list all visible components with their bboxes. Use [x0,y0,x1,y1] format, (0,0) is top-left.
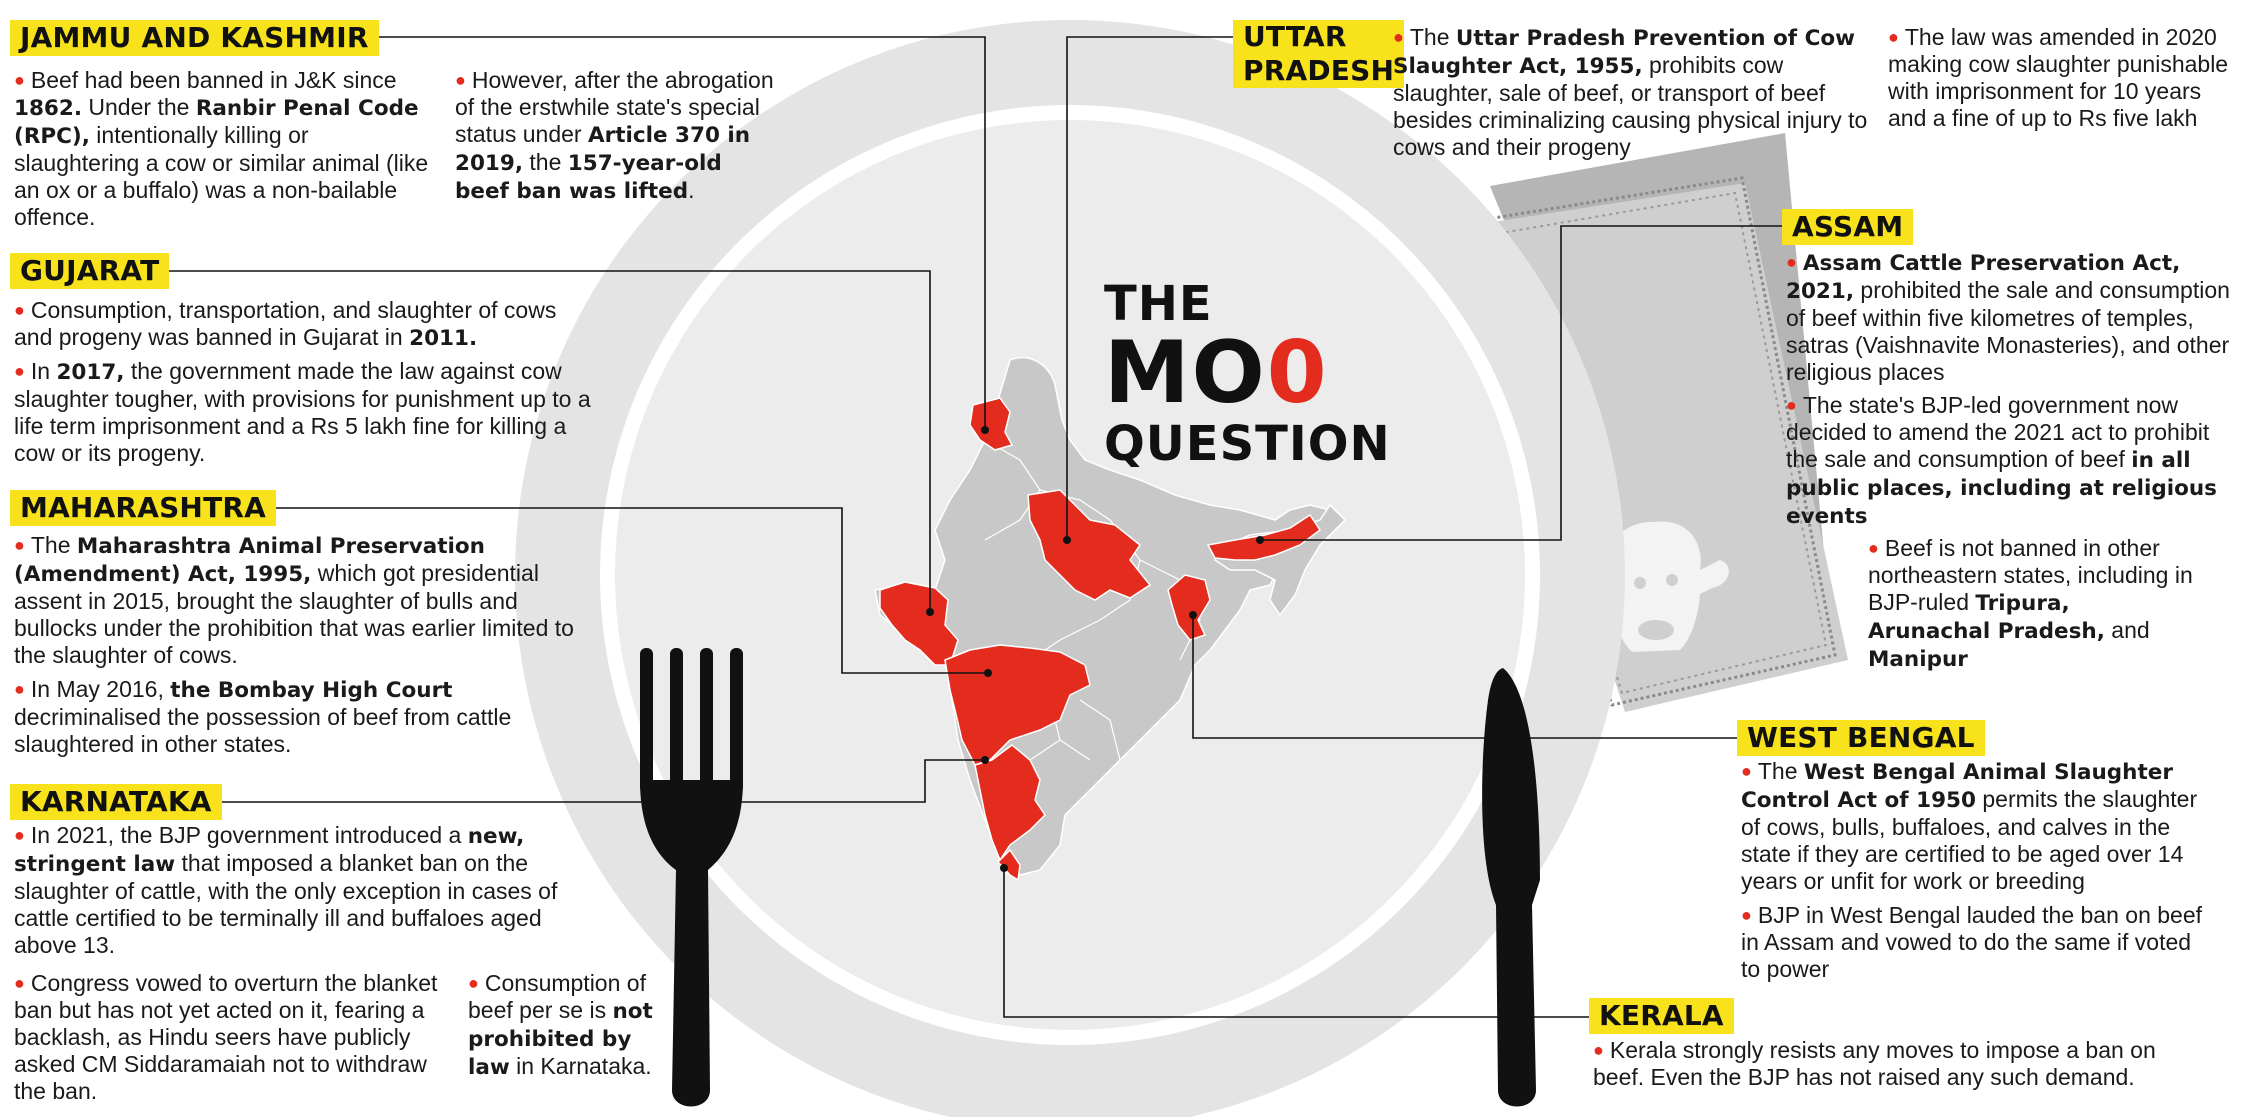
state-assam [1206,513,1322,561]
leader-lines [158,36,1794,1018]
up-point-2: ● The law was amended in 2020 making cow … [1888,24,2229,131]
state-uttar-pradesh [1027,489,1152,601]
heading-uttar-pradesh: UTTAR PRADESH [1233,20,1405,88]
leader-dots [926,426,1264,872]
state-maharashtra [944,644,1091,766]
heading-assam: ASSAM [1782,209,1914,245]
assam-point-1: ● Assam Cattle Preservation Act, 2021, pr… [1786,251,2230,385]
heading-jammu-kashmir: JAMMU AND KASHMIR [10,20,379,56]
gujarat-point-2: ● In 2017, the government made the law ag… [14,358,591,466]
india-map [874,356,1347,882]
heading-karnataka: KARNATAKA [10,784,222,820]
state-karnataka [974,744,1046,862]
heading-kerala: KERALA [1589,998,1734,1034]
gujarat-point-1: ● Consumption, transportation, and slaugh… [14,297,557,351]
maharashtra-point-2: ● In May 2016, the Bombay High Court decr… [14,676,512,757]
fork-icon [640,648,743,1107]
title-line-2: MO0 [1104,323,1329,423]
state-west-bengal [1167,574,1211,641]
karnataka-point-2: ● Congress vowed to overturn the blanket … [14,970,438,1104]
title-line-3: QUESTION [1104,416,1391,472]
state-jammu-kashmir [969,397,1014,451]
up-point-1: ● The Uttar Pradesh Prevention of Cow Sla… [1393,24,1868,160]
state-kerala [996,848,1021,882]
jk-point-2: ● However, after the abrogation of the er… [455,67,774,204]
kerala-point-1: ● Kerala strongly resists any moves to im… [1593,1037,2156,1090]
heading-gujarat: GUJARAT [10,253,170,289]
knife-icon [1482,668,1540,1107]
maharashtra-point-1: ● The Maharashtra Animal Preservation (Am… [14,532,574,668]
karnataka-point-3: ● Consumption of beef per se is not prohi… [468,970,653,1080]
assam-point-3: ● Beef is not banned in other northeaster… [1868,535,2193,672]
wb-point-1: ● The West Bengal Animal Slaughter Contro… [1741,758,2198,894]
heading-west-bengal: WEST BENGAL [1737,720,1985,756]
wb-point-2: ● BJP in West Bengal lauded the ban on be… [1741,902,2203,982]
infographic-title: THE MO0 QUESTION [1104,280,1391,468]
napkin-graphic [1448,133,1848,712]
jk-point-1: ● Beef had been banned in J&K since 1862.… [14,67,429,230]
heading-maharashtra: MAHARASHTRA [10,490,276,526]
title-line-1: THE [1104,276,1213,332]
karnataka-point-1: ● In 2021, the BJP government introduced … [14,822,558,958]
assam-point-2: ● The state's BJP-led government now deci… [1786,392,2217,529]
